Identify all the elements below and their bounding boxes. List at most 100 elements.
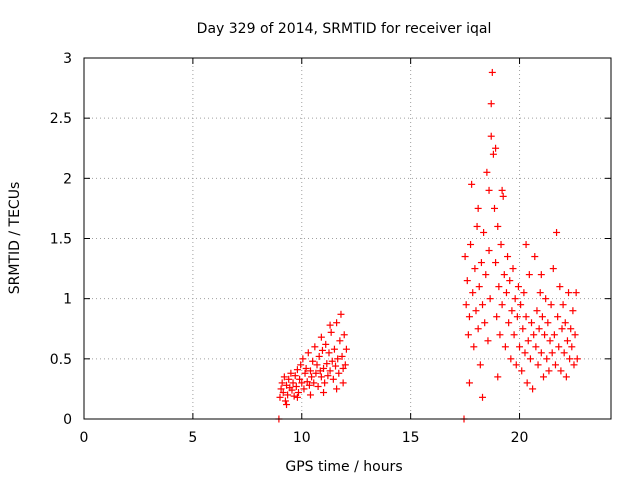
data-point <box>485 247 493 255</box>
data-point <box>279 389 287 397</box>
y-axis-label: SRMTID / TECUs <box>7 182 23 295</box>
data-point <box>303 378 311 386</box>
data-point <box>528 319 536 327</box>
data-point <box>537 271 545 279</box>
data-point <box>542 295 550 303</box>
data-point <box>547 301 555 309</box>
data-point <box>306 391 314 399</box>
data-point <box>287 369 295 377</box>
data-point <box>482 271 490 279</box>
data-point <box>283 401 291 409</box>
data-point <box>328 357 336 365</box>
data-point <box>298 379 306 387</box>
data-point <box>325 349 333 357</box>
data-point <box>295 389 303 397</box>
data-point <box>479 393 487 401</box>
data-point <box>562 373 570 381</box>
x-tick-label: 20 <box>511 430 529 446</box>
data-point <box>535 325 543 333</box>
data-point <box>484 337 492 345</box>
data-point <box>502 289 510 297</box>
data-point <box>489 150 497 158</box>
data-point <box>472 307 480 315</box>
data-point <box>496 331 504 339</box>
data-point <box>495 283 503 291</box>
data-point <box>314 383 322 391</box>
data-point <box>322 340 330 348</box>
data-point <box>504 253 512 261</box>
data-point <box>537 349 545 357</box>
data-point <box>289 379 297 387</box>
data-point <box>541 331 549 339</box>
y-tick-label: 3 <box>63 51 72 67</box>
data-point <box>532 343 540 351</box>
data-point <box>568 343 576 351</box>
data-point <box>493 313 501 321</box>
data-point <box>501 343 509 351</box>
data-point <box>536 289 544 297</box>
data-point <box>479 301 487 309</box>
data-point <box>492 144 500 152</box>
data-point <box>570 361 578 369</box>
data-point <box>538 313 546 321</box>
data-point <box>506 277 514 285</box>
data-point <box>341 361 349 369</box>
data-point <box>471 265 479 273</box>
data-point <box>557 367 565 375</box>
data-point <box>554 313 562 321</box>
data-point <box>543 355 551 363</box>
data-point <box>312 369 320 377</box>
data-point <box>323 360 331 368</box>
y-tick-label: 1.5 <box>50 232 72 248</box>
data-point <box>339 379 347 387</box>
data-point <box>280 373 288 381</box>
data-point <box>337 310 345 318</box>
data-point <box>481 319 489 327</box>
data-point <box>301 369 309 377</box>
data-point <box>309 357 317 365</box>
data-point <box>553 228 561 236</box>
data-point <box>526 355 534 363</box>
data-point <box>509 265 517 273</box>
data-point <box>534 361 542 369</box>
data-point <box>327 328 335 336</box>
data-point <box>494 373 502 381</box>
data-point <box>469 289 477 297</box>
data-point <box>529 385 537 393</box>
data-point <box>511 295 519 303</box>
y-tick-label: 2.5 <box>50 111 72 127</box>
data-point <box>499 192 507 200</box>
data-point <box>520 289 528 297</box>
y-tick-labels: 0 0.5 1 1.5 2 2.5 3 <box>50 51 72 428</box>
data-point <box>549 265 557 273</box>
data-point <box>473 222 481 230</box>
data-point <box>477 259 485 267</box>
data-point <box>464 331 472 339</box>
data-point <box>332 362 340 370</box>
data-point <box>317 333 325 341</box>
x-tick-label: 10 <box>293 430 311 446</box>
data-point <box>313 361 321 369</box>
data-point <box>333 319 341 327</box>
data-point <box>500 271 508 279</box>
y-tick-label: 2 <box>63 171 72 187</box>
y-tick-label: 0.5 <box>50 352 72 368</box>
data-point <box>326 367 334 375</box>
data-point <box>315 352 323 360</box>
data-point <box>572 289 580 297</box>
data-point <box>512 361 520 369</box>
data-point <box>498 186 506 194</box>
data-point <box>488 68 496 76</box>
data-point <box>461 253 469 261</box>
data-point <box>569 307 577 315</box>
data-point <box>487 100 495 108</box>
data-point <box>288 386 296 394</box>
data-point <box>525 271 533 279</box>
data-point <box>517 301 525 309</box>
data-point <box>571 331 579 339</box>
data-point <box>302 364 310 372</box>
data-point <box>292 383 300 391</box>
axis-ticks <box>83 57 611 420</box>
